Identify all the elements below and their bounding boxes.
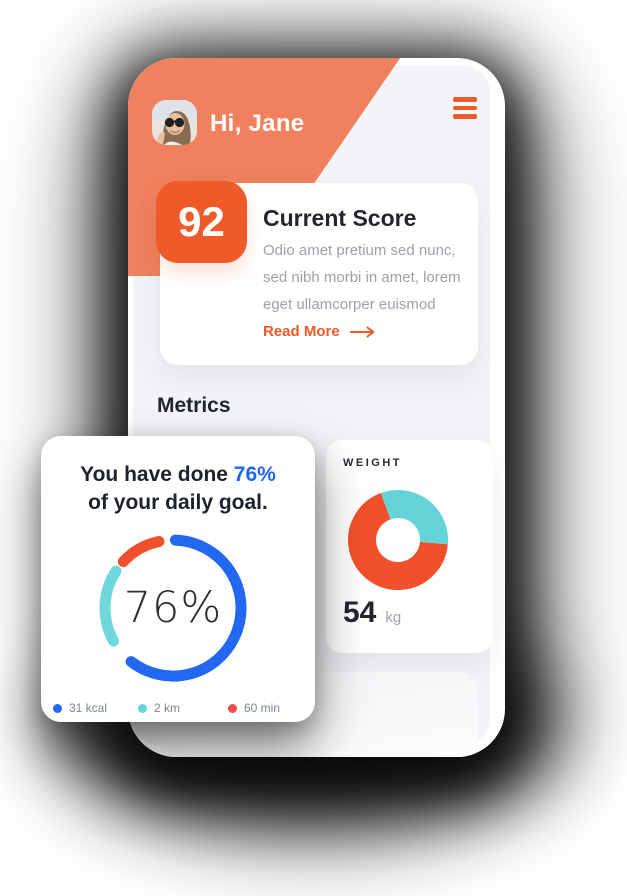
score-card-title: Current Score [263, 205, 417, 231]
goal-title-line2: of your daily goal. [88, 491, 268, 514]
score-card-body: Odio amet pretium sed nunc, sed nibh mor… [263, 242, 461, 313]
arrow-right-icon [349, 326, 375, 337]
goal-progress-ring-chart [99, 534, 247, 682]
weight-value-row: 54 kg [343, 596, 401, 630]
avatar[interactable] [152, 100, 197, 145]
read-more-label: Read More [263, 323, 340, 340]
weight-donut-chart [348, 490, 448, 590]
score-badge: 92 [156, 181, 247, 263]
legend-label-km: 2 km [154, 701, 181, 715]
greeting-text: Hi, Jane [210, 110, 305, 137]
hamburger-icon[interactable] [453, 97, 477, 119]
legend-dot-teal-icon [138, 703, 147, 713]
legend-label-kcal: 31 kcal [69, 701, 108, 715]
weight-card: WEIGHT 54 kg [326, 440, 493, 653]
profile-photo-icon [152, 100, 197, 145]
goal-title-highlight: 76% [233, 463, 276, 486]
weight-card-label: WEIGHT [343, 457, 402, 469]
legend-item-kcal: 31 kcal [53, 701, 107, 715]
weight-value: 54 [343, 596, 377, 629]
legend-dot-blue-icon [53, 703, 62, 713]
goal-card-title: You have done 76% of your daily goal. [41, 461, 315, 517]
weight-unit: kg [385, 609, 402, 626]
current-score-card: 92 Current Score Odio amet pretium sed n… [156, 181, 478, 365]
legend-label-min: 60 min [244, 701, 281, 715]
legend-dot-red-icon [228, 703, 237, 713]
daily-goal-card: You have done 76% of your daily goal. 76… [41, 436, 315, 722]
legend-item-min: 60 min [228, 701, 280, 715]
metrics-heading: Metrics [157, 394, 231, 417]
legend-item-km: 2 km [138, 701, 180, 715]
read-more-link[interactable]: Read More [263, 323, 376, 340]
goal-title-part1: You have done [80, 463, 234, 486]
goal-progress-value: 76% [123, 583, 223, 633]
